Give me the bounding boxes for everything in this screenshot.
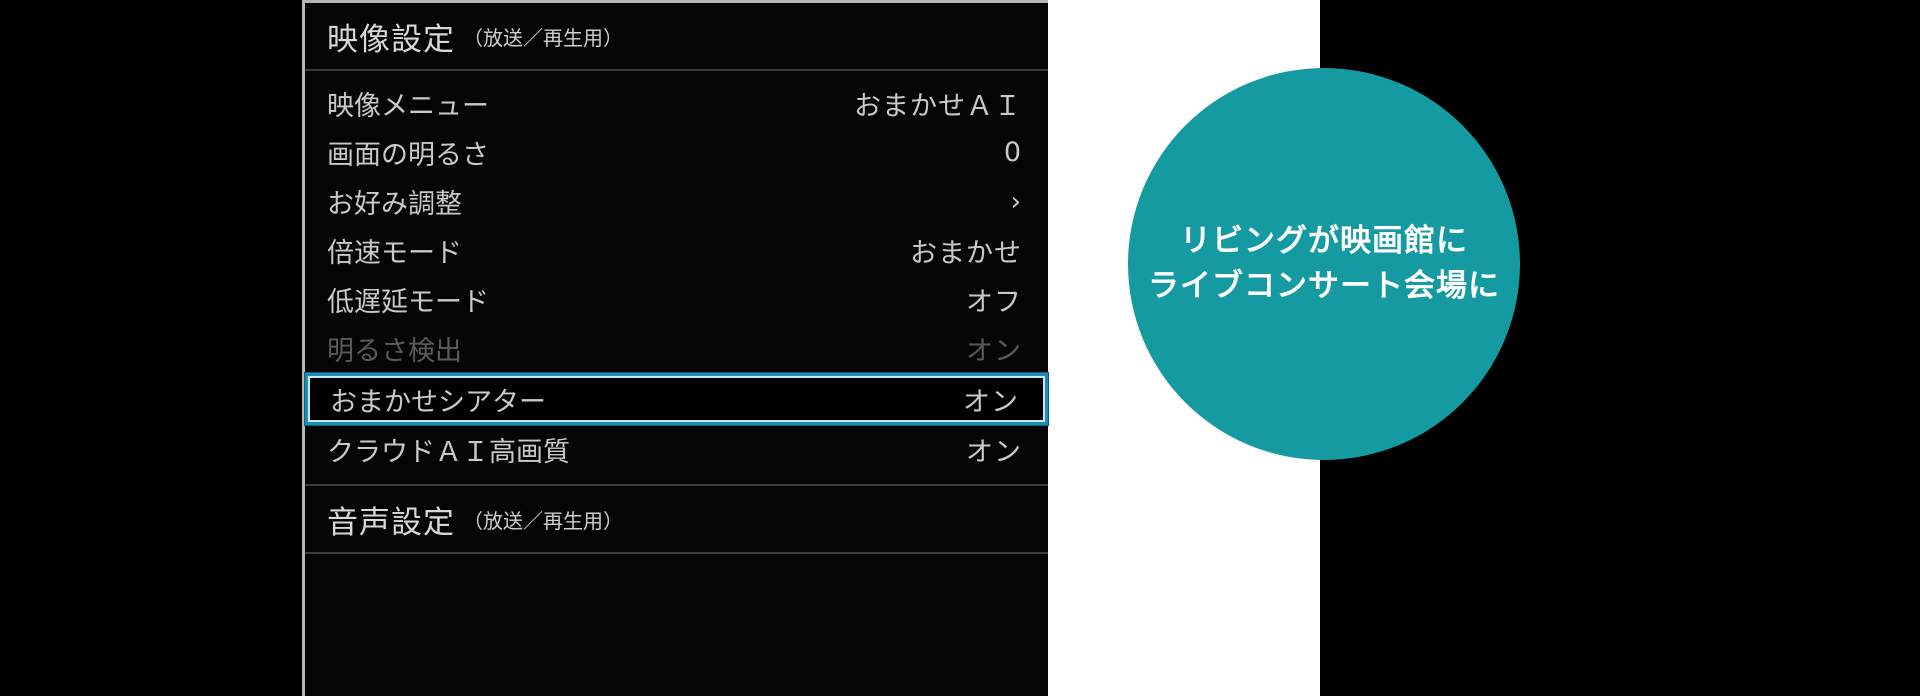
- menu-row-value: おまかせ: [910, 238, 1022, 269]
- menu-row-label: 明るさ検出: [327, 336, 462, 367]
- menu-row[interactable]: 低遅延モード オフ: [305, 275, 1048, 324]
- menu-row[interactable]: お好み調整 ›: [305, 177, 1048, 226]
- tv-settings-menu: 映像設定 （放送／再生用） 映像メニュー おまかせＡＩ 画面の明るさ 0 お好み調整 › 倍…: [302, 0, 1048, 696]
- menu-row[interactable]: クラウドＡＩ高画質 オン: [305, 425, 1048, 474]
- menu-row[interactable]: おまかせシアター オン: [305, 373, 1048, 425]
- menu-row-label: 低遅延モード: [327, 287, 489, 318]
- menu-section-subtitle-audio: （放送／再生用）: [463, 508, 623, 533]
- menu-row-value: おまかせＡＩ: [854, 91, 1022, 122]
- chevron-right-icon[interactable]: ›: [1010, 186, 1022, 217]
- menu-row-value: オン: [966, 437, 1022, 468]
- menu-row[interactable]: 倍速モード おまかせ: [305, 226, 1048, 275]
- menu-section-header-video: 映像設定 （放送／再生用）: [305, 3, 1048, 71]
- menu-row-label: 画面の明るさ: [327, 140, 489, 171]
- menu-row[interactable]: 映像メニュー おまかせＡＩ: [305, 79, 1048, 128]
- menu-row[interactable]: 画面の明るさ 0: [305, 128, 1048, 177]
- menu-row-value: オフ: [966, 287, 1022, 318]
- menu-row-value: オン: [963, 386, 1019, 418]
- menu-row-label: 映像メニュー: [327, 91, 489, 122]
- menu-section-subtitle: （放送／再生用）: [463, 25, 623, 50]
- menu-row-label: 倍速モード: [327, 238, 462, 269]
- menu-row-value: オン: [966, 336, 1022, 367]
- menu-row-value: 0: [1003, 137, 1022, 168]
- menu-section-header-audio: 音声設定 （放送／再生用）: [305, 486, 1048, 554]
- menu-section-title-audio: 音声設定: [327, 504, 455, 541]
- menu-row[interactable]: 明るさ検出 オン: [305, 324, 1048, 373]
- callout-line-2: ライブコンサート会場に: [1148, 268, 1500, 304]
- menu-row-label: お好み調整: [327, 189, 462, 220]
- menu-row-label: クラウドＡＩ高画質: [327, 437, 570, 468]
- menu-divider: [305, 484, 1048, 486]
- callout-line-1: リビングが映画館に: [1180, 223, 1468, 260]
- menu-item-list: 映像メニュー おまかせＡＩ 画面の明るさ 0 お好み調整 › 倍速モード おまかせ低遅延モード…: [305, 71, 1048, 474]
- menu-row-label: おまかせシアター: [330, 386, 546, 418]
- menu-section-title: 映像設定: [327, 21, 455, 58]
- callout-circle: リビングが映画館に ライブコンサート会場に: [1128, 68, 1520, 460]
